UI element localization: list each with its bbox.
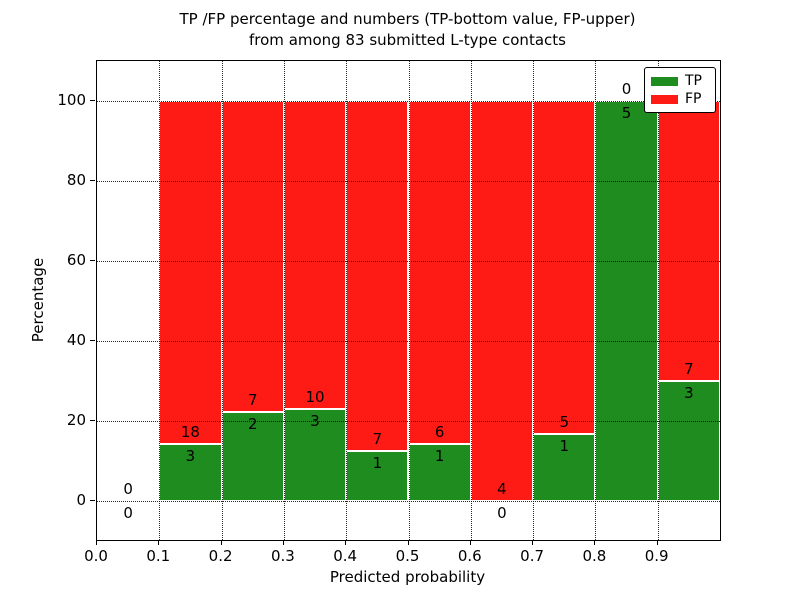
- legend-item-tp: TP: [645, 74, 715, 88]
- bar-label-fp: 5: [559, 413, 570, 432]
- x-tick-mark: [656, 540, 658, 545]
- bar-label-fp: 7: [247, 391, 258, 410]
- x-tick-label: 0.0: [84, 547, 108, 565]
- bar-label-tp: 1: [434, 446, 445, 465]
- y-tick-mark: [90, 500, 95, 501]
- legend-label-tp: TP: [685, 73, 702, 89]
- x-gridline: [346, 61, 348, 540]
- y-tick-mark: [90, 420, 95, 421]
- y-tick-label: 40: [66, 331, 86, 349]
- bar-label-fp: 4: [497, 480, 507, 498]
- x-tick-mark: [407, 540, 409, 545]
- bar-label-fp: 6: [434, 422, 445, 441]
- x-tick-label: 0.6: [457, 547, 482, 565]
- x-tick-mark: [594, 540, 596, 545]
- x-tick-mark: [158, 540, 160, 545]
- bar-label-tp: 2: [247, 415, 258, 434]
- x-gridline: [657, 61, 659, 540]
- grid-layer: [97, 61, 720, 540]
- bar-label-fp: 10: [305, 387, 325, 406]
- x-tick-label: 0.5: [395, 547, 420, 565]
- y-tick-mark: [90, 180, 95, 181]
- bar-segment-tp: [159, 443, 222, 501]
- legend-label-fp: FP: [685, 91, 702, 107]
- bar-labels-layer: 0 0 18 3 7 2 10 3 7 1 6 1 4 0 5 1 0 5 7 3: [97, 61, 720, 540]
- x-tick-label: 0.8: [582, 547, 607, 565]
- x-gridline: [533, 61, 535, 540]
- bar-label-tp: 0: [497, 504, 507, 522]
- bar-segment-fp: [533, 101, 596, 435]
- x-tick-mark: [345, 540, 347, 545]
- bar-label-fp: 7: [372, 430, 383, 448]
- tp-swatch-icon: [651, 76, 678, 86]
- y-tick-label: 100: [57, 91, 86, 109]
- bar-label-tp: 3: [310, 411, 320, 430]
- y-tick-label: 0: [76, 491, 86, 509]
- chart-title-line1: TP /FP percentage and numbers (TP-bottom…: [179, 10, 636, 28]
- plot-area: 0 0 18 3 7 2 10 3 7 1 6 1 4 0 5 1 0 5 7 3: [96, 60, 721, 541]
- x-tick-mark: [469, 540, 471, 545]
- bar-label-tp: 5: [621, 104, 632, 122]
- bar-label-fp: 0: [621, 80, 632, 98]
- x-gridline: [283, 61, 285, 540]
- x-tick-label: 0.9: [644, 547, 669, 565]
- bar-label-tp: 3: [185, 446, 196, 465]
- y-tick-label: 60: [66, 251, 86, 269]
- x-gridline: [159, 61, 161, 540]
- bar-segment-tp: [221, 412, 284, 501]
- x-tick-mark: [282, 540, 284, 545]
- legend: TP FP: [644, 67, 716, 113]
- x-tick-label: 0.1: [146, 547, 171, 565]
- bar-label-fp: 7: [684, 360, 694, 378]
- x-tick-label: 0.2: [208, 547, 233, 565]
- x-tick-mark: [532, 540, 534, 545]
- bar-segment-tp: [657, 381, 720, 501]
- x-tick-label: 0.4: [333, 547, 358, 565]
- bar-label-tp: 0: [123, 504, 133, 522]
- x-tick-mark: [220, 540, 222, 545]
- y-tick-label: 20: [66, 411, 86, 429]
- y-tick-mark: [90, 340, 95, 341]
- bar-segment-tp: [408, 443, 471, 501]
- x-gridline: [221, 61, 223, 540]
- x-gridline: [595, 61, 597, 540]
- bar-label-tp: 3: [684, 384, 694, 402]
- bar-segment-tp: [595, 101, 658, 501]
- y-tick-mark: [90, 100, 95, 101]
- bar-label-tp: 1: [559, 437, 570, 456]
- bar-label-fp: 18: [180, 422, 200, 441]
- x-tick-label: 0.7: [520, 547, 545, 565]
- legend-item-fp: FP: [645, 92, 715, 106]
- y-axis-label: Percentage: [29, 257, 47, 343]
- bar-segment-fp: [470, 101, 534, 501]
- bar-label-tp: 1: [372, 454, 383, 472]
- y-tick-mark: [90, 260, 95, 261]
- x-tick-label: 0.3: [270, 547, 295, 565]
- x-tick-mark: [96, 540, 97, 545]
- chart-title-line2: from among 83 submitted L-type contacts: [249, 31, 566, 49]
- fp-swatch-icon: [651, 94, 678, 104]
- x-gridline: [408, 61, 410, 540]
- y-tick-label: 80: [66, 171, 86, 189]
- x-gridline: [470, 61, 472, 540]
- x-axis-label: Predicted probability: [329, 568, 486, 586]
- bar-segment-tp: [346, 451, 409, 501]
- bar-label-fp: 0: [123, 480, 133, 498]
- bar-segment-tp: [283, 408, 347, 501]
